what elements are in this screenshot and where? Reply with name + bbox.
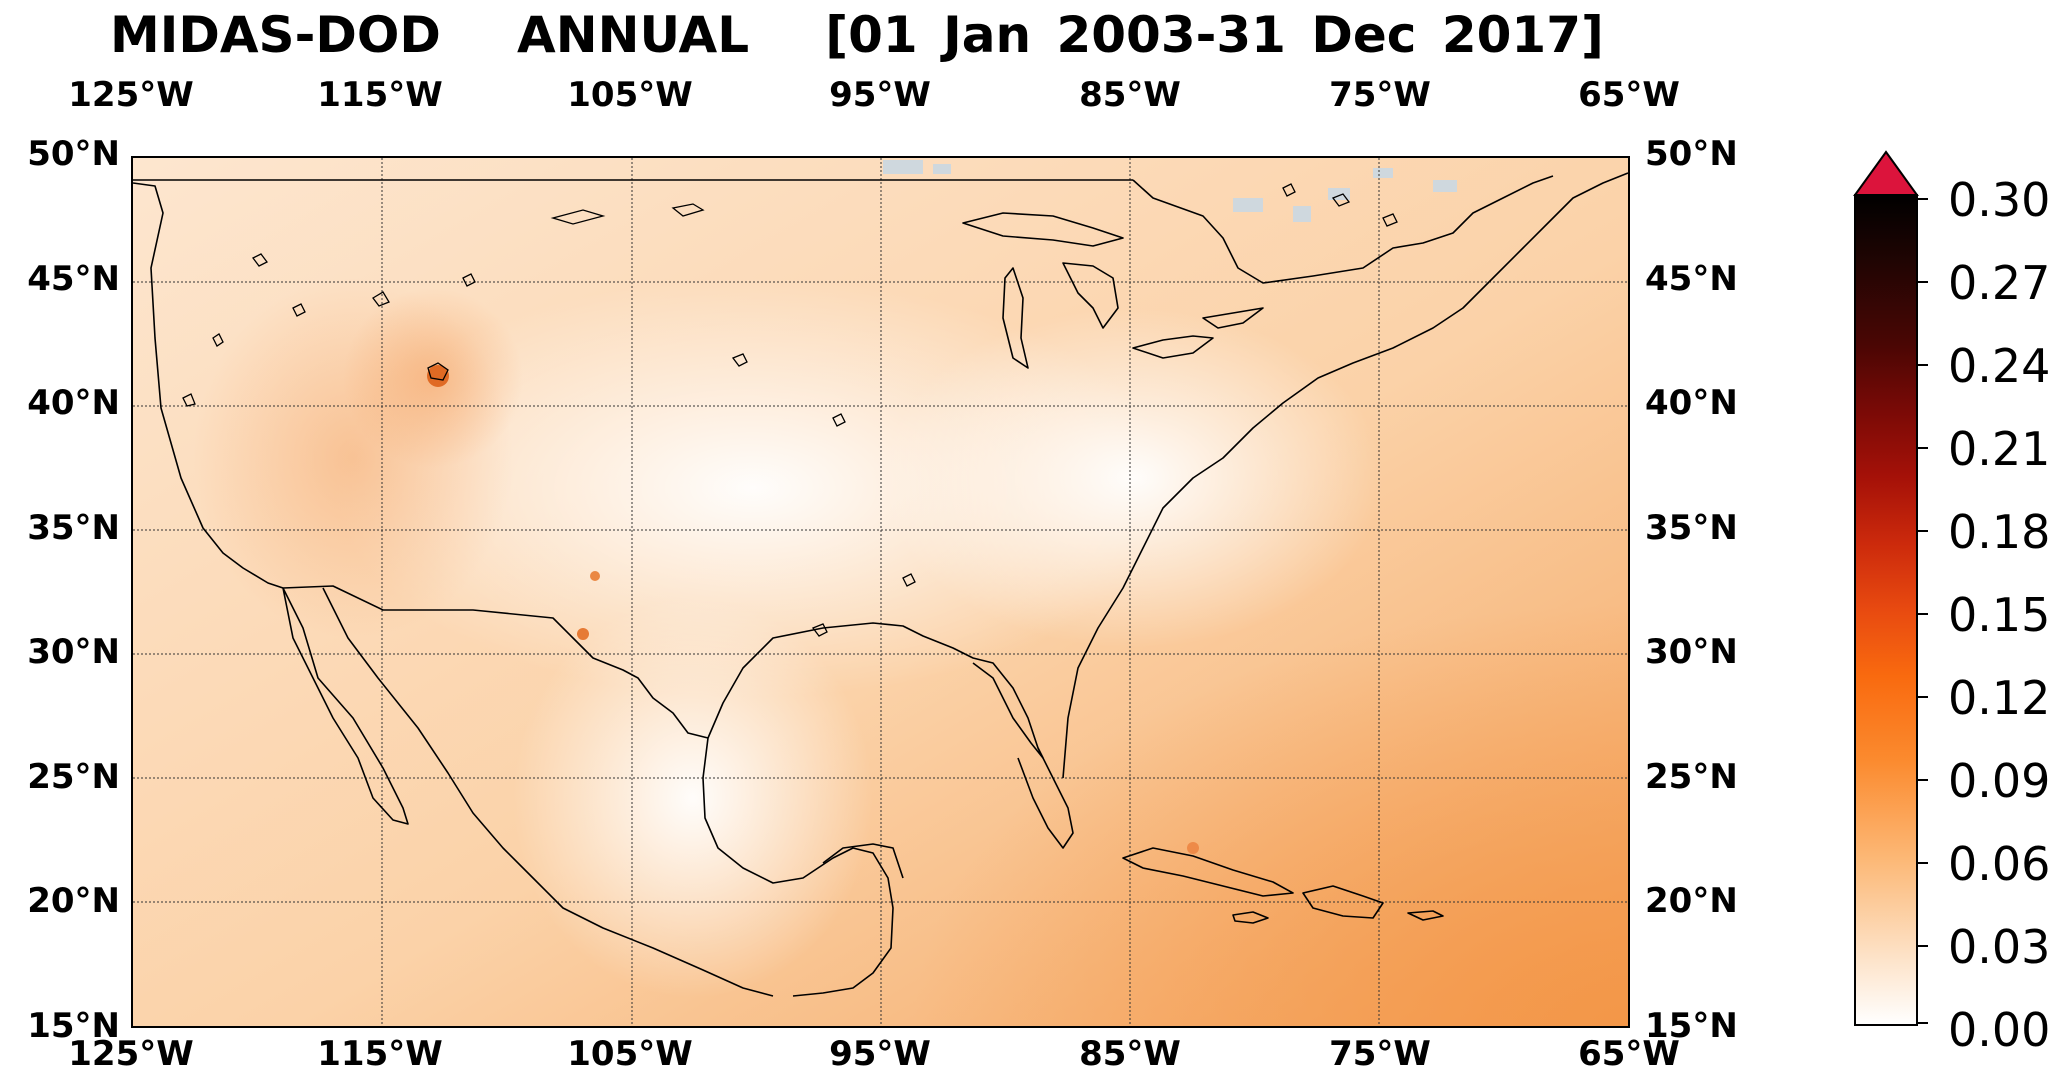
lat-label-right: 20°N	[1645, 881, 1738, 921]
lon-label-bottom: 95°W	[829, 1034, 931, 1074]
lon-label-bottom: 75°W	[1329, 1034, 1431, 1074]
lat-label-left: 15°N	[27, 1006, 120, 1046]
lon-label-top: 125°W	[68, 75, 194, 115]
aod-hotspot	[577, 628, 589, 640]
aod-hotspot	[590, 571, 600, 581]
map-title: MIDAS-DOD ANNUAL [01 Jan 2003-31 Dec 201…	[110, 6, 1604, 64]
lat-label-left: 40°N	[27, 383, 120, 423]
lat-label-right: 30°N	[1645, 632, 1738, 672]
lat-label-left: 30°N	[27, 632, 120, 672]
lon-label-top: 85°W	[1079, 75, 1181, 115]
aod-hotspot	[1187, 842, 1199, 854]
lat-label-right: 25°N	[1645, 757, 1738, 797]
map-panel	[131, 156, 1630, 1028]
lon-label-top: 75°W	[1329, 75, 1431, 115]
lat-label-right: 50°N	[1645, 134, 1738, 174]
lat-label-right: 45°N	[1645, 259, 1738, 299]
lon-label-bottom: 85°W	[1079, 1034, 1181, 1074]
lat-label-right: 35°N	[1645, 508, 1738, 548]
lon-label-top: 65°W	[1578, 75, 1680, 115]
aod-field-east-us	[883, 308, 1383, 648]
lat-label-left: 50°N	[27, 134, 120, 174]
colorbar-tick-label: 0.06	[1948, 837, 2051, 891]
lat-label-left: 45°N	[27, 259, 120, 299]
lon-label-top: 105°W	[567, 75, 693, 115]
colorbar-tick-label: 0.00	[1948, 1003, 2051, 1057]
colorbar-tick-label: 0.24	[1948, 339, 2051, 393]
lon-label-bottom: 125°W	[68, 1034, 194, 1074]
lat-label-left: 25°N	[27, 757, 120, 797]
colorbar-tick-marks	[1917, 198, 1928, 1024]
lat-label-left: 35°N	[27, 508, 120, 548]
lon-label-bottom: 65°W	[1578, 1034, 1680, 1074]
colorbar-tick-label: 0.09	[1948, 754, 2051, 808]
small-lakes	[182, 183, 1398, 637]
colorbar-tick-label: 0.12	[1948, 671, 2051, 725]
lon-label-bottom: 105°W	[567, 1034, 693, 1074]
lat-label-left: 20°N	[27, 881, 120, 921]
colorbar-tick-label: 0.30	[1948, 173, 2051, 227]
colorbar-gradient	[1854, 194, 1918, 1026]
lon-label-top: 95°W	[829, 75, 931, 115]
lon-label-top: 115°W	[317, 75, 443, 115]
colorbar	[1853, 150, 1928, 1026]
lat-label-right: 15°N	[1645, 1006, 1738, 1046]
colorbar-tick-label: 0.21	[1948, 422, 2051, 476]
aod-hotspot	[427, 365, 449, 387]
colorbar-tick-label: 0.03	[1948, 920, 2051, 974]
missing-data-patches	[883, 160, 1457, 222]
dust-optical-depth-map	[133, 158, 1628, 1026]
colorbar-tick-label: 0.27	[1948, 256, 2051, 310]
coastlines	[133, 172, 1628, 997]
colorbar-extend-arrow	[1853, 150, 1919, 196]
lon-label-bottom: 115°W	[317, 1034, 443, 1074]
colorbar-tick-label: 0.18	[1948, 505, 2051, 559]
aod-field-mexico	[513, 598, 873, 998]
lat-label-right: 40°N	[1645, 383, 1738, 423]
colorbar-tick-label: 0.15	[1948, 588, 2051, 642]
